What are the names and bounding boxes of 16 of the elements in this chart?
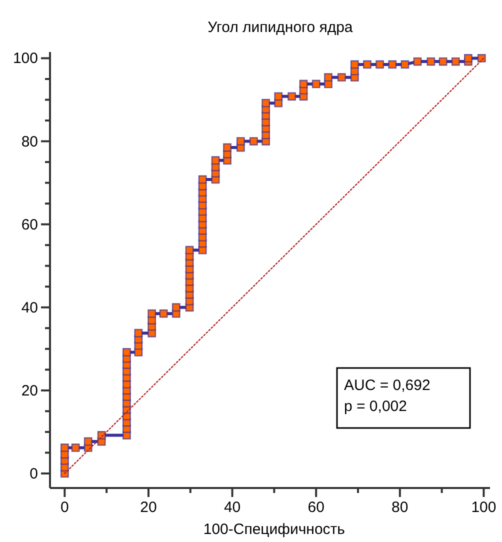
- x-tick-label: 80: [392, 499, 408, 516]
- y-tick-label: 40: [21, 299, 38, 316]
- y-tick-label: 100: [12, 50, 38, 68]
- y-tick-label: 0: [30, 465, 38, 482]
- x-tick-label: 20: [140, 499, 157, 516]
- x-axis-title: 100-Специфичность: [203, 521, 346, 538]
- y-tick-label: 80: [21, 133, 38, 150]
- x-tick-label: 0: [60, 499, 69, 516]
- annotation: AUC = 0,692: [344, 377, 430, 394]
- x-tick-label: 40: [224, 499, 241, 516]
- x-tick-label: 100: [471, 499, 496, 516]
- y-tick-label: 60: [21, 216, 38, 234]
- chart-title: Угол липидного ядра: [208, 19, 354, 36]
- x-tick-label: 60: [308, 499, 324, 516]
- annotation: p = 0,002: [344, 398, 407, 415]
- y-tick-label: 20: [21, 382, 38, 400]
